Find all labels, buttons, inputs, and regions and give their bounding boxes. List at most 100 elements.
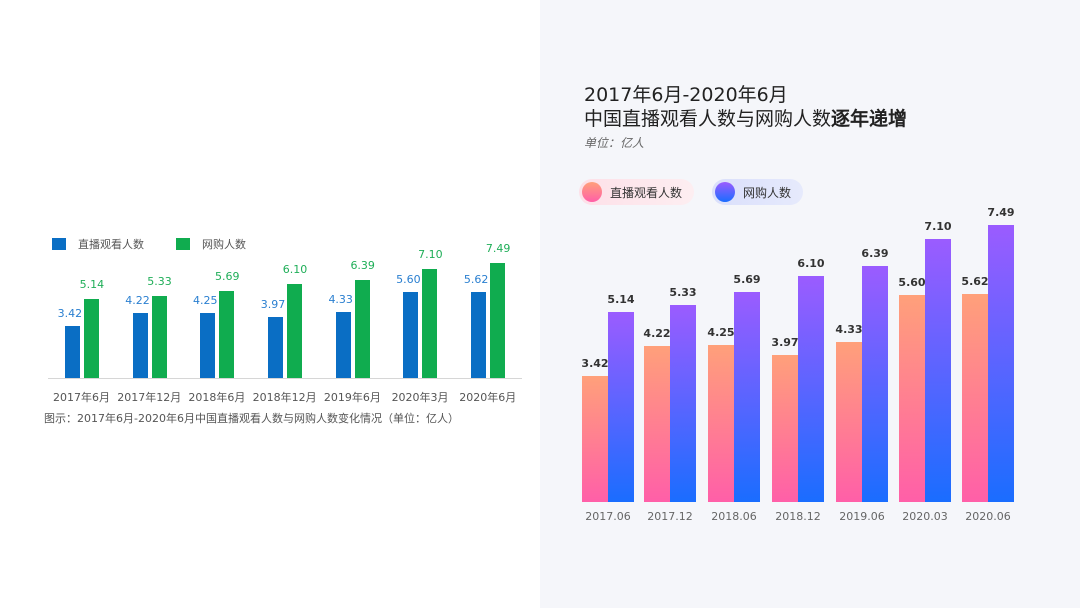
value-label-live: 4.25 — [193, 293, 218, 307]
right-bar-group: 3.97 6.10 — [771, 200, 825, 502]
bar-shop — [490, 263, 506, 378]
right-bar-group: 4.22 5.33 — [643, 200, 697, 502]
value-label-shop: 6.39 — [861, 246, 889, 260]
x-axis-label: 2018年6月 — [188, 391, 246, 404]
x-axis-label: 2017年12月 — [117, 391, 182, 404]
legend-swatch-shop — [176, 238, 190, 250]
title-normal-part: 中国直播观看人数与网购人数 — [584, 108, 832, 130]
x-axis-label: 2017.06 — [585, 510, 631, 523]
bar-live — [403, 292, 419, 378]
bar-shop — [83, 299, 99, 378]
value-label-shop: 6.10 — [282, 263, 308, 277]
legend-label-shop: 网购人数 — [202, 238, 246, 251]
bar-live — [708, 344, 734, 502]
x-axis-label: 2019.06 — [839, 510, 885, 523]
value-label-live: 4.33 — [328, 292, 353, 306]
left-x-axis-labels: 2017年6月 2017年12月 2018年6月 2018年12月 2019年6月 202… — [48, 389, 522, 404]
left-plot-area: 3.42 5.14 4.22 5.33 4.25 5.69 3.97 6.10 4.33 6.39… — [48, 242, 522, 378]
x-axis-label: 2020.03 — [902, 510, 948, 523]
right-bar-group: 5.62 7.49 — [961, 200, 1015, 502]
bar-shop — [219, 290, 235, 378]
right-bar-group: 4.33 6.39 — [835, 200, 889, 502]
bar-live — [836, 341, 862, 502]
value-label-live: 3.97 — [771, 336, 799, 350]
bar-live — [471, 291, 487, 378]
bar-shop — [151, 296, 167, 378]
value-label-shop: 6.10 — [797, 257, 825, 271]
value-label-shop: 5.33 — [147, 275, 172, 289]
x-axis-label: 2020年3月 — [391, 391, 449, 404]
bar-shop — [670, 304, 696, 502]
left-bar-group: 4.25 5.69 — [183, 260, 250, 378]
bar-shop — [862, 265, 888, 502]
value-label-shop: 5.33 — [669, 285, 697, 299]
value-label-shop: 5.14 — [79, 278, 105, 292]
legend-dot-shop-icon — [715, 182, 736, 202]
value-label-shop: 5.69 — [215, 269, 240, 283]
value-label-live: 4.22 — [125, 294, 150, 308]
title-bold-part: 逐年递增 — [831, 108, 908, 130]
left-chart-caption: 图示：2017年6月-2020年6月中国直播观看人数与网购人数变化情况（单位：亿… — [44, 412, 459, 425]
value-label-live: 3.97 — [260, 298, 286, 312]
x-axis-label: 2020.06 — [965, 510, 1011, 523]
x-axis-label: 2019年6月 — [323, 391, 381, 404]
value-label-live: 3.42 — [57, 306, 83, 320]
bar-live — [644, 345, 670, 502]
x-axis-label: 2018年12月 — [252, 391, 317, 404]
legend-item-shop: 网购人数 — [176, 236, 246, 252]
legend-pill-shop: 网购人数 — [712, 179, 804, 205]
right-legend: 直播观看人数 网购人数 — [579, 179, 821, 205]
bar-shop — [798, 276, 824, 502]
value-label-live: 4.33 — [835, 322, 863, 336]
left-bar-group: 5.60 7.10 — [387, 248, 454, 378]
bar-live — [200, 312, 216, 378]
value-label-shop: 5.69 — [733, 272, 761, 286]
bar-live — [267, 317, 283, 378]
x-axis-label: 2017.12 — [647, 510, 693, 523]
bar-shop — [354, 279, 370, 378]
bar-live — [335, 311, 351, 378]
bar-live — [962, 294, 988, 502]
bar-live — [772, 355, 798, 502]
left-bar-group: 4.22 5.33 — [116, 260, 183, 378]
value-label-shop: 6.39 — [350, 258, 375, 272]
bar-shop — [422, 269, 438, 378]
value-label-live: 3.42 — [581, 356, 609, 370]
bar-live — [582, 375, 608, 502]
right-plot-area: 3.42 5.14 4.22 5.33 4.25 5.69 3.97 6.10 4.33 6.39… — [581, 200, 1022, 502]
value-label-live: 5.60 — [898, 275, 926, 289]
bar-live — [132, 313, 148, 378]
left-x-axis-line — [48, 378, 522, 379]
right-x-axis-labels: 2017.06 2017.12 2018.06 2018.12 2019.06 2020.… — [582, 510, 1022, 526]
value-label-shop: 7.10 — [924, 220, 952, 234]
value-label-live: 4.25 — [707, 325, 735, 339]
x-axis-label: 2017年6月 — [53, 391, 110, 404]
bar-shop — [988, 225, 1014, 502]
value-label-live: 5.62 — [961, 275, 989, 289]
value-label-live: 4.22 — [643, 326, 671, 340]
left-bar-group: 4.33 6.39 — [319, 258, 386, 378]
right-unit-label: 单位：亿人 — [584, 136, 645, 150]
bar-shop — [925, 239, 951, 502]
bar-live — [899, 294, 925, 502]
left-bar-group: 3.97 6.10 — [251, 260, 318, 378]
value-label-shop: 5.14 — [607, 292, 635, 306]
x-axis-label: 2018.12 — [775, 510, 821, 523]
bar-shop — [608, 311, 634, 502]
right-bar-group: 5.60 7.10 — [898, 200, 952, 502]
legend-label-live: 直播观看人数 — [78, 238, 144, 251]
legend-pill-live: 直播观看人数 — [579, 179, 695, 205]
value-label-live: 5.62 — [463, 272, 489, 286]
legend-pill-label-shop: 网购人数 — [743, 185, 792, 200]
x-axis-label: 2020年6月 — [459, 391, 517, 404]
value-label-shop: 7.49 — [485, 242, 511, 256]
x-axis-label: 2018.06 — [711, 510, 757, 523]
legend-pill-label-live: 直播观看人数 — [610, 185, 683, 200]
value-label-shop: 7.49 — [987, 206, 1015, 219]
left-legend: 直播观看人数 网购人数 — [52, 236, 278, 252]
left-bar-group: 3.42 5.14 — [48, 260, 115, 378]
right-title-line2: 中国直播观看人数与网购人数逐年递增 — [584, 104, 907, 131]
value-label-shop: 7.10 — [418, 248, 443, 262]
bar-shop — [734, 291, 760, 502]
left-bar-group: 5.62 7.49 — [454, 242, 521, 378]
